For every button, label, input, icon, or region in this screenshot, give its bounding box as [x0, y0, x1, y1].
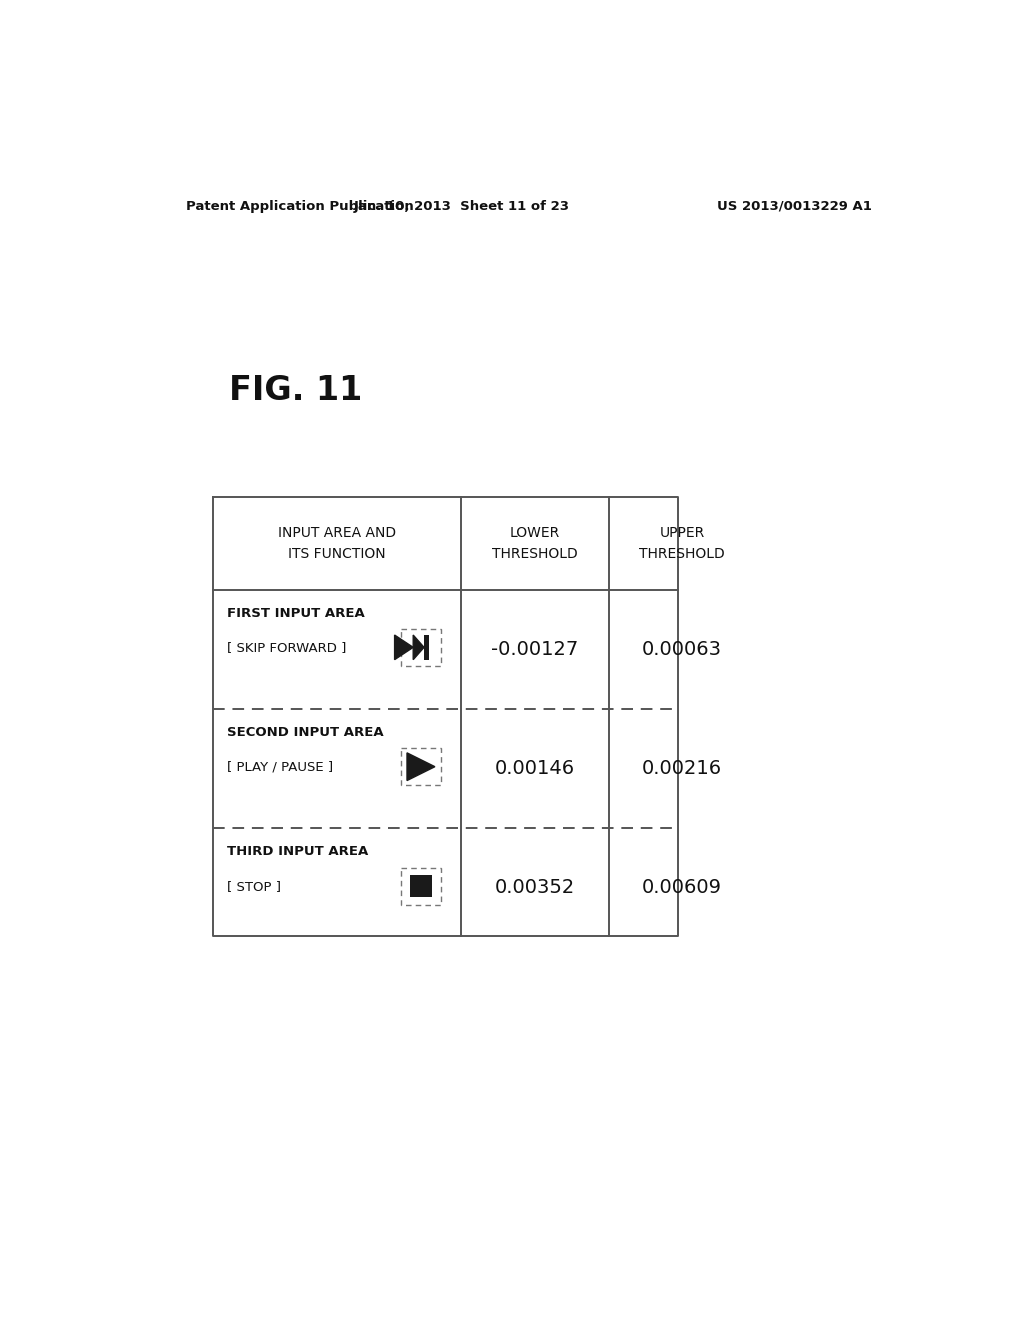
Bar — [424, 635, 429, 660]
Text: -0.00127: -0.00127 — [492, 640, 579, 659]
Text: Jan. 10, 2013  Sheet 11 of 23: Jan. 10, 2013 Sheet 11 of 23 — [353, 199, 569, 213]
Text: UPPER
THRESHOLD: UPPER THRESHOLD — [639, 527, 725, 561]
Polygon shape — [407, 752, 435, 780]
Text: 0.00146: 0.00146 — [495, 759, 574, 777]
Text: US 2013/0013229 A1: US 2013/0013229 A1 — [717, 199, 872, 213]
Bar — [410, 875, 432, 896]
Text: FIG. 11: FIG. 11 — [228, 374, 362, 407]
Text: 0.00609: 0.00609 — [642, 879, 722, 898]
Bar — [400, 628, 441, 665]
Text: INPUT AREA AND
ITS FUNCTION: INPUT AREA AND ITS FUNCTION — [279, 527, 396, 561]
Text: 0.00063: 0.00063 — [642, 640, 722, 659]
Bar — [400, 748, 441, 785]
Text: [ PLAY / PAUSE ]: [ PLAY / PAUSE ] — [227, 760, 334, 774]
Text: [ SKIP FORWARD ]: [ SKIP FORWARD ] — [227, 640, 346, 653]
Text: SECOND INPUT AREA: SECOND INPUT AREA — [227, 726, 384, 739]
Text: THIRD INPUT AREA: THIRD INPUT AREA — [227, 845, 369, 858]
Bar — [400, 867, 441, 904]
Text: [ STOP ]: [ STOP ] — [227, 879, 282, 892]
Text: 0.00352: 0.00352 — [495, 879, 575, 898]
Text: LOWER
THRESHOLD: LOWER THRESHOLD — [492, 527, 578, 561]
Polygon shape — [394, 635, 414, 660]
Text: Patent Application Publication: Patent Application Publication — [186, 199, 414, 213]
Text: FIRST INPUT AREA: FIRST INPUT AREA — [227, 607, 365, 619]
Polygon shape — [414, 635, 424, 660]
Text: 0.00216: 0.00216 — [642, 759, 722, 777]
